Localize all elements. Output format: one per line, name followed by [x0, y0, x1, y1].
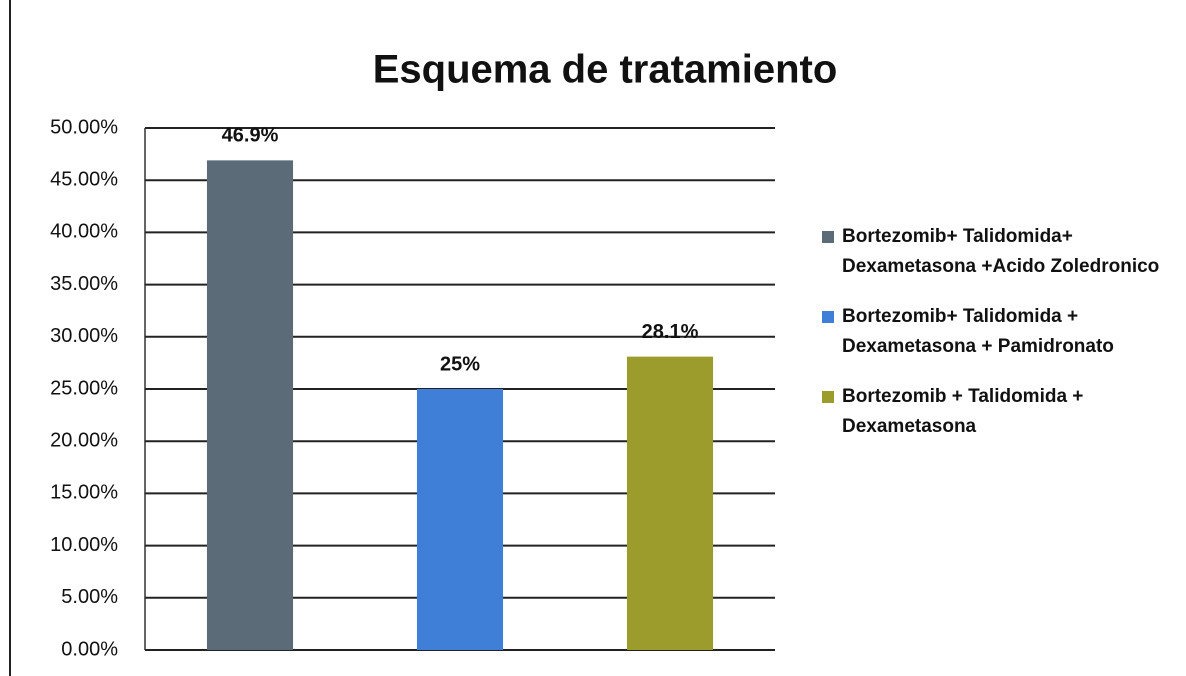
legend-item: Bortezomib+ Talidomida+ Dexametasona +Ac…	[820, 222, 1180, 282]
y-tick-label: 50.00%	[50, 116, 118, 138]
legend-swatch	[822, 311, 834, 323]
legend-label: Bortezomib + Talidomida + Dexametasona	[842, 386, 1084, 437]
y-tick-label: 15.00%	[50, 482, 118, 504]
legend-swatch	[822, 391, 834, 403]
legend-item: Bortezomib+ Talidomida + Dexametasona + …	[820, 302, 1180, 362]
y-tick-label: 30.00%	[50, 325, 118, 347]
legend-label: Bortezomib+ Talidomida + Dexametasona + …	[842, 306, 1114, 357]
y-tick-label: 25.00%	[50, 377, 118, 399]
y-tick-label: 5.00%	[61, 586, 118, 608]
data-label: 28.1%	[642, 321, 699, 343]
legend-item: Bortezomib + Talidomida + Dexametasona	[820, 382, 1180, 442]
legend-label: Bortezomib+ Talidomida+ Dexametasona +Ac…	[842, 226, 1160, 277]
y-tick-label: 45.00%	[50, 168, 118, 190]
legend-swatch	[822, 231, 834, 243]
y-tick-label: 20.00%	[50, 429, 118, 451]
y-tick-label: 0.00%	[61, 638, 118, 660]
bar	[626, 356, 714, 650]
legend: Bortezomib+ Talidomida+ Dexametasona +Ac…	[820, 222, 1180, 462]
bar	[206, 160, 294, 650]
bar	[416, 389, 504, 650]
y-tick-label: 10.00%	[50, 534, 118, 556]
y-tick-label: 35.00%	[50, 273, 118, 295]
data-label: 25%	[440, 353, 480, 375]
data-label: 46.9%	[222, 125, 279, 147]
y-tick-label: 40.00%	[50, 221, 118, 243]
chart-title: Esquema de tratamiento	[373, 48, 838, 92]
